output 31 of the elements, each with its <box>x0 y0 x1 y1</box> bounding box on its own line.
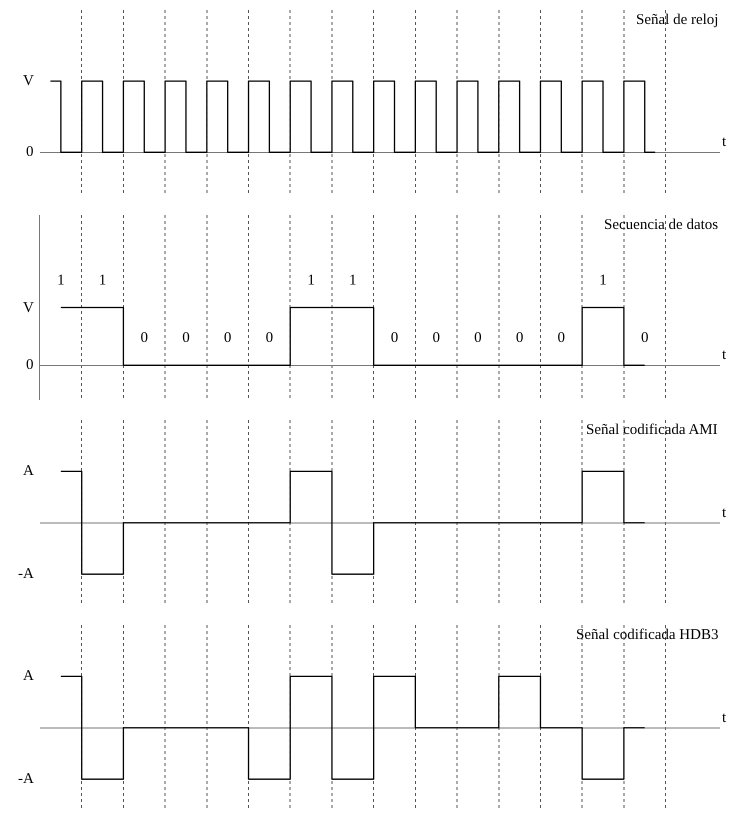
chart-title: Señal codificada AMI <box>586 422 718 438</box>
data-label: 0 <box>558 330 566 346</box>
data-label: 1 <box>98 272 106 288</box>
data-label: 0 <box>432 330 440 346</box>
data-label: 1 <box>349 272 357 288</box>
x-axis-title: t <box>722 505 727 521</box>
text: 0 <box>26 144 34 160</box>
chart-title: Señal de reloj <box>636 12 718 28</box>
text: V <box>23 73 34 89</box>
data-label: 1 <box>599 272 607 288</box>
data-label: 0 <box>266 330 274 346</box>
data-label: 1 <box>307 272 315 288</box>
text: V <box>23 300 34 316</box>
data-label: 1 <box>57 272 65 288</box>
text: 0 <box>26 357 34 373</box>
data-label: 0 <box>390 330 398 346</box>
chart-title: Secuencia de datos <box>604 217 718 233</box>
chart-title: Señal codificada HDB3 <box>576 627 718 643</box>
data-label: 0 <box>516 330 524 346</box>
text: A <box>23 463 34 479</box>
x-axis-title: t <box>722 347 727 363</box>
data-label: 0 <box>182 330 190 346</box>
data-label: 0 <box>474 330 482 346</box>
data-label: 0 <box>140 330 148 346</box>
text: -A <box>18 566 34 582</box>
text: -A <box>18 771 34 787</box>
data-label: 0 <box>224 330 232 346</box>
data-label: 0 <box>640 330 648 346</box>
text: A <box>23 668 34 684</box>
x-axis-title: t <box>722 710 727 726</box>
x-axis-title: t <box>722 134 727 150</box>
